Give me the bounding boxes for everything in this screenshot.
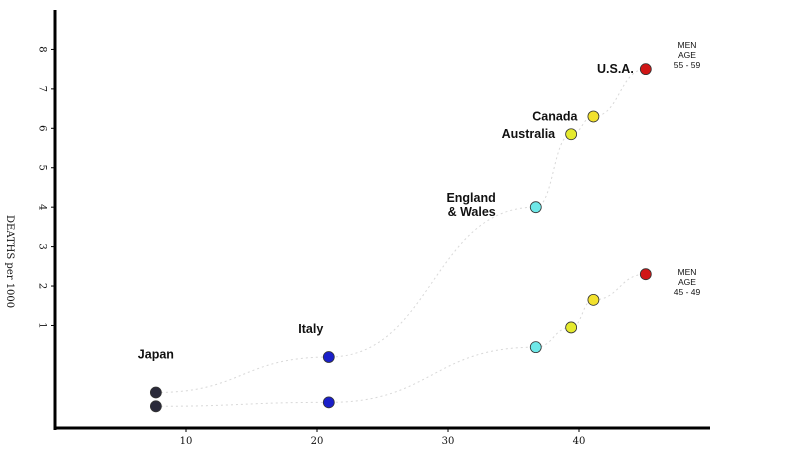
country-label-line: Canada	[532, 109, 578, 123]
country-label: England & Wales	[446, 191, 495, 219]
data-point-australia	[565, 128, 578, 141]
y-tick-label: 3	[37, 243, 48, 249]
group-label-line: AGE	[678, 50, 696, 60]
group-label-1: MEN AGE 55 - 59	[674, 40, 701, 70]
data-point-japan	[149, 386, 162, 399]
group-label-line: MEN	[678, 267, 697, 277]
country-label: U.S.A.	[597, 62, 634, 76]
data-point-japan	[149, 400, 162, 413]
x-tick-label: 30	[442, 436, 455, 447]
point-labels: Japan Italy England & Wales Australia Canada U…	[138, 40, 701, 362]
y-tick-label: 8	[37, 46, 48, 52]
data-point-australia	[565, 321, 578, 334]
country-label-line: & Wales	[448, 205, 496, 219]
x-tick-label: 20	[311, 436, 324, 447]
data-point-u-s-a-	[639, 268, 652, 281]
country-label-line: Japan	[138, 348, 174, 362]
y-tick-label: 4	[37, 204, 48, 210]
data-point-u-s-a-	[639, 63, 652, 76]
axes: 10 20 30 40 1 2 3 4 5 6 7 8	[37, 10, 710, 447]
data-point-italy	[322, 351, 335, 363]
country-label: Japan	[138, 348, 174, 362]
x-tick-label: 10	[180, 436, 193, 447]
country-label-line: Australia	[502, 127, 557, 141]
data-points	[149, 63, 652, 413]
data-point-canada	[587, 110, 600, 123]
country-label-line: U.S.A.	[597, 62, 634, 76]
country-label-line: England	[446, 191, 495, 205]
data-point-canada	[587, 293, 600, 306]
group-label-line: 55 - 59	[674, 60, 701, 70]
country-label: Italy	[298, 322, 323, 336]
y-tick-label: 1	[37, 322, 48, 328]
country-label: Canada	[532, 109, 578, 123]
x-tick-label: 40	[573, 436, 586, 447]
data-point-england-wales	[529, 201, 542, 214]
group-label-line: 45 - 49	[674, 287, 701, 297]
y-tick-label: 6	[37, 125, 48, 131]
data-point-england-wales	[529, 341, 542, 354]
y-tick-label: 5	[37, 165, 48, 171]
group-label-2: MEN AGE 45 - 49	[674, 267, 701, 297]
group-label-line: AGE	[678, 277, 696, 287]
group-label-line: MEN	[678, 40, 697, 50]
country-label: Australia	[502, 127, 557, 141]
data-point-italy	[322, 396, 335, 409]
country-label-line: Italy	[298, 322, 323, 336]
y-tick-label: 7	[37, 86, 48, 92]
y-axis-label: DEATHS per 1000	[4, 215, 15, 308]
trend-curve-2	[155, 273, 646, 407]
y-tick-label: 2	[37, 283, 48, 289]
